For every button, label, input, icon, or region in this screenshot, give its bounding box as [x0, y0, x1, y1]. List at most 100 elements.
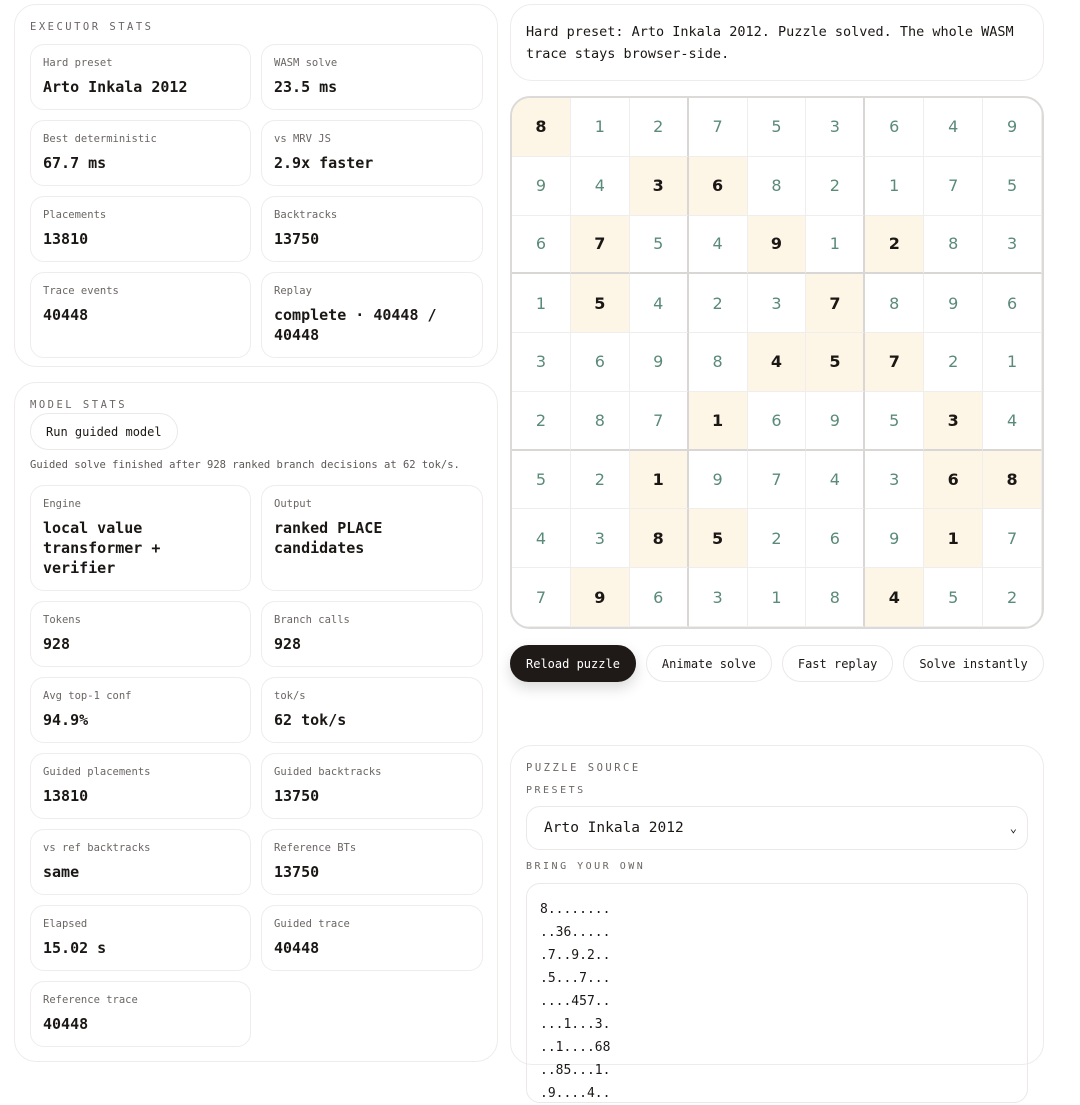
solved-cell[interactable]: 8	[570, 391, 630, 451]
solved-cell[interactable]: 9	[983, 98, 1042, 157]
solved-cell[interactable]: 7	[629, 391, 689, 451]
solved-cell[interactable]: 2	[806, 156, 866, 216]
solved-cell[interactable]: 6	[865, 98, 925, 157]
solved-cell[interactable]: 6	[629, 568, 689, 627]
given-cell[interactable]: 8	[983, 450, 1042, 510]
solved-cell[interactable]: 1	[570, 98, 630, 157]
puzzle-text-input[interactable]: 8........ ..36..... .7..9.2.. .5...7... …	[526, 883, 1028, 1103]
reload-puzzle-button[interactable]: Reload puzzle	[510, 645, 636, 682]
given-cell[interactable]: 7	[806, 274, 866, 334]
given-cell[interactable]: 4	[865, 568, 925, 627]
solved-cell[interactable]: 8	[806, 568, 866, 627]
solved-cell[interactable]: 7	[747, 450, 807, 510]
solved-cell[interactable]: 2	[512, 391, 571, 451]
solved-cell[interactable]: 1	[806, 215, 866, 275]
solved-cell[interactable]: 4	[629, 274, 689, 334]
stat-value: 40448	[43, 1015, 89, 1033]
solved-cell[interactable]: 8	[747, 156, 807, 216]
solved-cell[interactable]: 6	[806, 509, 866, 569]
given-cell[interactable]: 3	[924, 391, 984, 451]
solved-cell[interactable]: 2	[629, 98, 689, 157]
stat-value: ranked PLACE candidates	[274, 519, 383, 557]
solved-cell[interactable]: 8	[865, 274, 925, 334]
solved-cell[interactable]: 6	[512, 215, 571, 275]
solved-cell[interactable]: 1	[983, 333, 1042, 392]
solved-cell[interactable]: 8	[688, 333, 748, 392]
solved-cell[interactable]: 9	[688, 450, 748, 510]
solved-cell[interactable]: 5	[983, 156, 1042, 216]
given-cell[interactable]: 2	[865, 215, 925, 275]
solved-cell[interactable]: 7	[924, 156, 984, 216]
solved-cell[interactable]: 4	[983, 391, 1042, 451]
solved-cell[interactable]: 2	[688, 274, 748, 334]
given-cell[interactable]: 1	[688, 391, 748, 451]
solved-cell[interactable]: 7	[688, 98, 748, 157]
stat-label: Guided trace	[274, 918, 350, 930]
solved-cell[interactable]: 5	[865, 391, 925, 451]
animate-solve-button[interactable]: Animate solve	[645, 645, 772, 682]
stat-label: vs ref backtracks	[43, 842, 151, 854]
stat-value: 13810	[43, 787, 89, 805]
given-cell[interactable]: 5	[570, 274, 630, 334]
solved-cell[interactable]: 3	[688, 568, 748, 627]
solved-cell[interactable]: 3	[570, 509, 630, 569]
solved-cell[interactable]: 5	[747, 98, 807, 157]
solved-cell[interactable]: 3	[865, 450, 925, 510]
solved-cell[interactable]: 3	[512, 333, 571, 392]
solved-cell[interactable]: 9	[865, 509, 925, 569]
fast-replay-button[interactable]: Fast replay	[781, 645, 894, 682]
solved-cell[interactable]: 8	[924, 215, 984, 275]
solved-cell[interactable]: 3	[806, 98, 866, 157]
solved-cell[interactable]: 9	[924, 274, 984, 334]
solved-cell[interactable]: 2	[747, 509, 807, 569]
given-cell[interactable]: 8	[512, 98, 571, 157]
solved-cell[interactable]: 1	[512, 274, 571, 334]
solved-cell[interactable]: 4	[570, 156, 630, 216]
solved-cell[interactable]: 4	[806, 450, 866, 510]
solved-cell[interactable]: 3	[747, 274, 807, 334]
solved-cell[interactable]: 5	[924, 568, 984, 627]
preset-select-value: Arto Inkala 2012	[544, 820, 684, 836]
solved-cell[interactable]: 5	[512, 450, 571, 510]
solved-cell[interactable]: 9	[629, 333, 689, 392]
given-cell[interactable]: 8	[629, 509, 689, 569]
stat-label: Backtracks	[274, 209, 338, 221]
solved-cell[interactable]: 6	[983, 274, 1042, 334]
solved-cell[interactable]: 9	[512, 156, 571, 216]
solved-cell[interactable]: 4	[924, 98, 984, 157]
stat-label: Trace events	[43, 285, 119, 297]
solved-cell[interactable]: 1	[865, 156, 925, 216]
solved-cell[interactable]: 3	[983, 215, 1042, 275]
stat-label: Hard preset	[43, 57, 113, 69]
given-cell[interactable]: 5	[806, 333, 866, 392]
given-cell[interactable]: 6	[688, 156, 748, 216]
solved-cell[interactable]: 9	[806, 391, 866, 451]
solved-cell[interactable]: 4	[512, 509, 571, 569]
given-cell[interactable]: 1	[629, 450, 689, 510]
given-cell[interactable]: 6	[924, 450, 984, 510]
solved-cell[interactable]: 2	[983, 568, 1042, 627]
given-cell[interactable]: 9	[747, 215, 807, 275]
solved-cell[interactable]: 5	[629, 215, 689, 275]
given-cell[interactable]: 7	[865, 333, 925, 392]
solved-cell[interactable]: 7	[983, 509, 1042, 569]
stat-value: 15.02 s	[43, 939, 107, 957]
solved-cell[interactable]: 2	[570, 450, 630, 510]
solved-cell[interactable]: 6	[747, 391, 807, 451]
given-cell[interactable]: 4	[747, 333, 807, 392]
given-cell[interactable]: 7	[570, 215, 630, 275]
given-cell[interactable]: 5	[688, 509, 748, 569]
run-guided-model-button[interactable]: Run guided model	[30, 413, 178, 450]
given-cell[interactable]: 9	[570, 568, 630, 627]
solved-cell[interactable]: 2	[924, 333, 984, 392]
given-cell[interactable]: 1	[924, 509, 984, 569]
solved-cell[interactable]: 6	[570, 333, 630, 392]
solved-cell[interactable]: 7	[512, 568, 571, 627]
solved-cell[interactable]: 4	[688, 215, 748, 275]
solved-cell[interactable]: 1	[747, 568, 807, 627]
status-message: Hard preset: Arto Inkala 2012. Puzzle so…	[526, 24, 1014, 62]
preset-select[interactable]: Arto Inkala 2012 ⌄	[526, 806, 1028, 850]
given-cell[interactable]: 3	[629, 156, 689, 216]
solve-instantly-button[interactable]: Solve instantly	[903, 645, 1044, 682]
stat-card: Placements 13810	[30, 196, 251, 262]
